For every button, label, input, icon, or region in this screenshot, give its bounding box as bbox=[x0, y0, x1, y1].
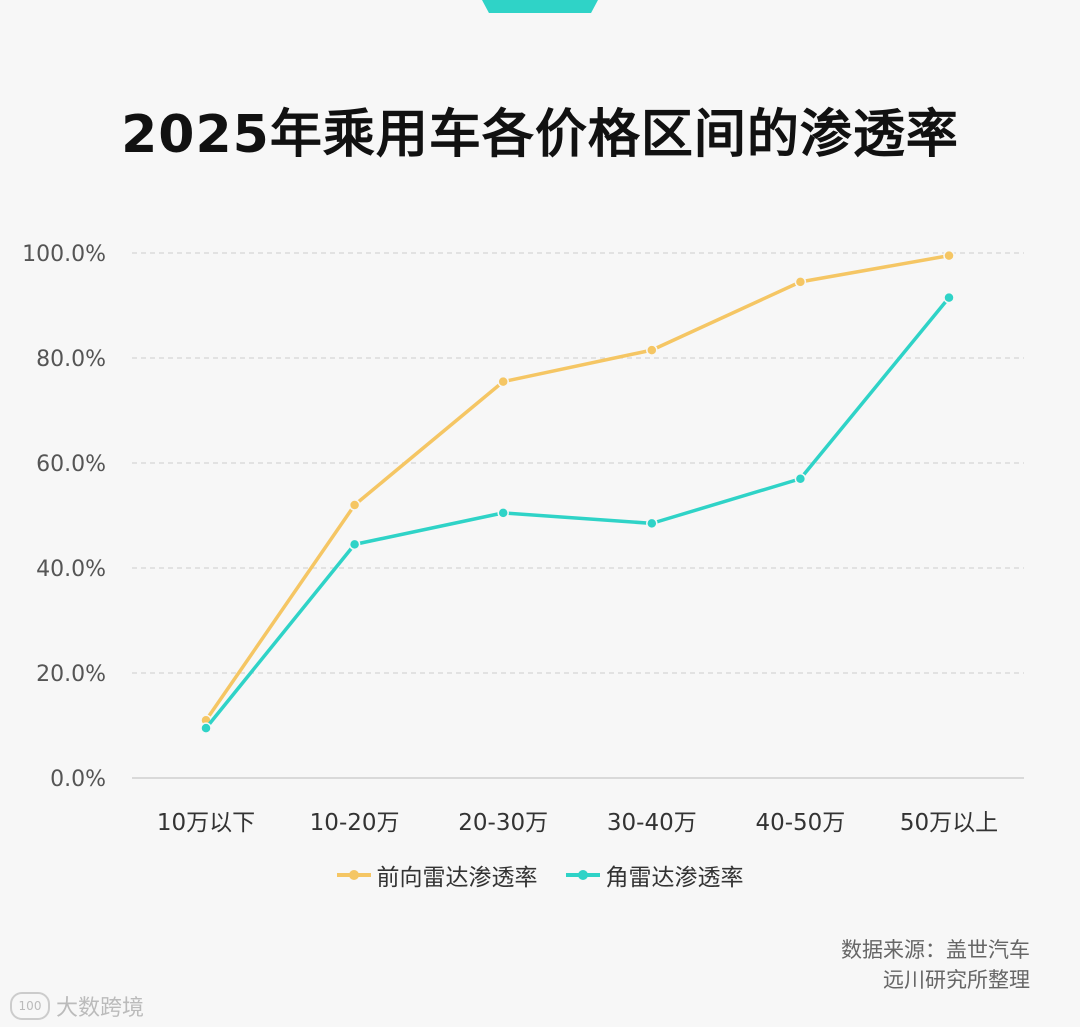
y-tick-label: 40.0% bbox=[36, 557, 106, 582]
data-point-0 bbox=[348, 499, 361, 511]
watermark-text: 大数跨境 bbox=[56, 996, 145, 1021]
y-tick-label: 60.0% bbox=[36, 452, 106, 477]
data-point-1 bbox=[200, 722, 212, 734]
y-tick-label: 100.0% bbox=[22, 242, 106, 267]
legend-item-corner[interactable]: 角雷达渗透率 bbox=[565, 858, 744, 892]
watermark: 100 大数跨境 bbox=[10, 990, 144, 1022]
x-tick-label: 40-50万 bbox=[755, 810, 845, 836]
x-tick-label: 50万以上 bbox=[900, 810, 998, 836]
x-tick-label: 10-20万 bbox=[310, 810, 400, 836]
legend-item-front[interactable]: 前向雷达渗透率 bbox=[336, 858, 538, 892]
data-point-1 bbox=[943, 291, 955, 304]
y-tick-label: 0.0% bbox=[50, 767, 106, 792]
top-accent-tab bbox=[482, 0, 598, 13]
data-point-1 bbox=[794, 473, 807, 485]
data-point-0 bbox=[794, 276, 807, 288]
x-tick-label: 20-30万 bbox=[458, 810, 548, 836]
data-point-0 bbox=[646, 344, 658, 356]
y-tick-label: 20.0% bbox=[36, 662, 106, 687]
y-tick-label: 80.0% bbox=[36, 347, 106, 372]
legend-swatch-corner bbox=[565, 870, 600, 880]
chart-legend: 前向雷达渗透率 角雷达渗透率 bbox=[0, 858, 1080, 892]
source-line-2: 远川研究所整理 bbox=[883, 968, 1030, 992]
chart-title: 2025年乘用车各价格区间的渗透率 bbox=[121, 105, 959, 165]
series-line-1 bbox=[204, 295, 951, 730]
line-chart: 0.0% 20.0% 40.0% 60.0% 80.0% 100.0% 10万以下 10-20… bbox=[22, 242, 1024, 836]
legend-swatch-front bbox=[336, 870, 371, 880]
data-point-1 bbox=[646, 517, 658, 530]
watermark-logo-icon: 100 bbox=[10, 992, 50, 1020]
source-line-1: 数据来源：盖世汽车 bbox=[841, 938, 1030, 962]
series-line-0 bbox=[204, 253, 951, 722]
x-tick-label: 30-40万 bbox=[607, 810, 697, 836]
data-point-1 bbox=[497, 507, 509, 519]
legend-label-corner: 角雷达渗透率 bbox=[605, 865, 744, 891]
data-point-0 bbox=[497, 375, 509, 388]
data-point-0 bbox=[943, 249, 955, 262]
x-tick-label: 10万以下 bbox=[157, 810, 255, 836]
source-note: 数据来源：盖世汽车 远川研究所整理 bbox=[841, 935, 1030, 995]
data-point-1 bbox=[348, 538, 361, 551]
legend-label-front: 前向雷达渗透率 bbox=[376, 865, 538, 891]
